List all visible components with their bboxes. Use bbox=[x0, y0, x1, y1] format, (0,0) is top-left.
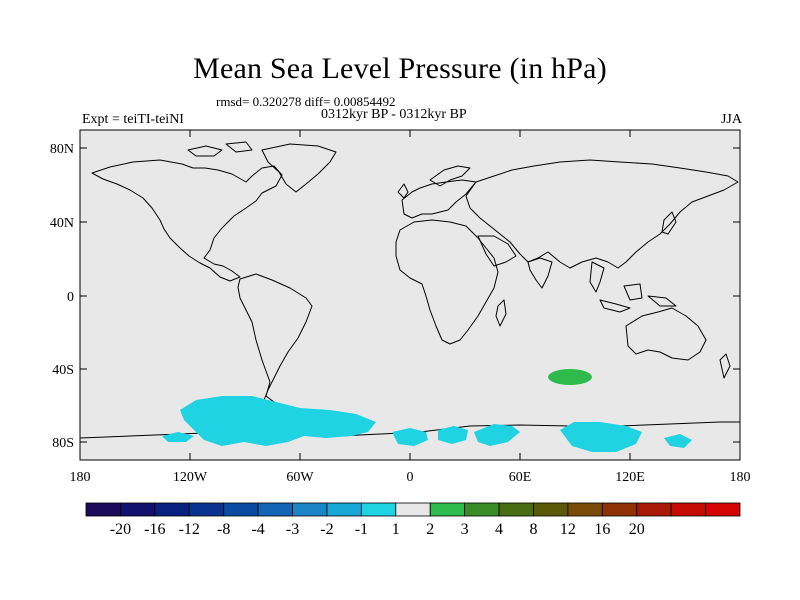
coast-arctic-islands bbox=[187, 141, 253, 157]
coast-indonesia bbox=[599, 283, 677, 313]
colorbar-swatch bbox=[85, 502, 121, 517]
colorbar-swatch bbox=[567, 502, 603, 517]
coast-scandinavia bbox=[429, 165, 471, 187]
colorbar-label: -8 bbox=[217, 521, 230, 538]
y-tick-label: 80S bbox=[52, 436, 74, 451]
coast-southeast-asia bbox=[589, 261, 605, 293]
y-tick-label: 40N bbox=[50, 216, 74, 231]
colorbar-swatch bbox=[601, 502, 638, 517]
colorbar-swatch bbox=[429, 502, 466, 517]
x-tick-label: 120E bbox=[615, 470, 645, 485]
colorbar-label: -4 bbox=[251, 521, 264, 538]
anomaly-patch-southern-pacific bbox=[180, 396, 376, 446]
experiment-label: Expt = teiTI-teiNI bbox=[82, 112, 184, 127]
coast-new-zealand bbox=[719, 353, 731, 379]
axes: 80N 40N 0 40S 80S 180 120W 60W 0 60E 120E 180 bbox=[50, 130, 751, 485]
colorbar-label: 1 bbox=[392, 521, 400, 538]
colorbar-label: -3 bbox=[286, 521, 299, 538]
period-line: 0312kyr BP - 0312kyr BP bbox=[321, 107, 467, 122]
season-label: JJA bbox=[720, 112, 742, 127]
colorbar-label: -12 bbox=[179, 521, 200, 538]
colorbar-label: -2 bbox=[320, 521, 333, 538]
colorbar-label: 3 bbox=[461, 521, 469, 538]
anomaly-patch-wilkes bbox=[560, 422, 642, 452]
colorbar-label: -20 bbox=[110, 521, 131, 538]
anomaly-patch-east-antarctic bbox=[474, 424, 520, 446]
anomaly-patches bbox=[162, 369, 692, 452]
colorbar-swatch bbox=[670, 502, 706, 517]
x-tick-label: 180 bbox=[70, 470, 91, 485]
colorbar-swatch bbox=[120, 502, 156, 517]
colorbar-swatch bbox=[188, 502, 225, 517]
colorbar-label: 12 bbox=[560, 521, 576, 538]
colorbar-label: 2 bbox=[426, 521, 434, 538]
coast-europe bbox=[401, 179, 477, 219]
stats-line: rmsd= 0.320278 diff= 0.00854492 bbox=[216, 94, 396, 109]
x-tick-label: 180 bbox=[730, 470, 751, 485]
coast-australia bbox=[625, 307, 707, 361]
colorbar-label: 20 bbox=[629, 521, 645, 538]
coast-north-america bbox=[91, 159, 283, 282]
x-tick-label: 60W bbox=[286, 470, 314, 485]
colorbar-swatch bbox=[360, 502, 397, 517]
colorbar-swatch bbox=[464, 502, 500, 517]
x-tick-label: 0 bbox=[407, 470, 414, 485]
colorbar-swatch bbox=[498, 502, 534, 517]
colorbar-swatch bbox=[395, 502, 431, 517]
colorbar-label: 4 bbox=[495, 521, 503, 538]
coast-japan bbox=[661, 211, 677, 235]
anomaly-patch-weddell bbox=[392, 428, 428, 446]
colorbar-label: 8 bbox=[529, 521, 537, 538]
x-tick-label: 120W bbox=[173, 470, 208, 485]
coast-greenland bbox=[261, 143, 337, 193]
anomaly-patch-ross-sea bbox=[162, 432, 194, 442]
coast-asia bbox=[465, 159, 739, 269]
colorbar-swatch bbox=[292, 502, 328, 517]
coast-madagascar bbox=[495, 299, 507, 327]
chart-title: Mean Sea Level Pressure (in hPa) bbox=[193, 52, 607, 85]
colorbar-swatch bbox=[533, 502, 569, 517]
x-tick-label: 60E bbox=[509, 470, 532, 485]
colorbar-swatch bbox=[154, 502, 190, 517]
y-tick-label: 40S bbox=[52, 363, 74, 378]
colorbar-swatch bbox=[636, 502, 672, 517]
y-tick-label: 80N bbox=[50, 142, 74, 157]
anomaly-patch-indian-south bbox=[438, 426, 468, 444]
anomaly-patch-positive-indian bbox=[548, 369, 592, 385]
colorbar-swatch bbox=[257, 502, 293, 517]
y-tick-label: 0 bbox=[67, 290, 74, 305]
colorbar-swatch bbox=[223, 502, 259, 517]
colorbar-label: -1 bbox=[355, 521, 368, 538]
coast-british-isles bbox=[397, 183, 409, 199]
coast-arabia bbox=[477, 235, 517, 267]
colorbar-label: -16 bbox=[144, 521, 165, 538]
colorbar-swatch bbox=[326, 502, 362, 517]
coast-south-america bbox=[237, 273, 313, 403]
colorbar-swatch bbox=[705, 502, 741, 517]
colorbar: -20 -16 -12 -8 -4 -3 -2 -1 1 2 3 4 8 12 16 20 bbox=[85, 502, 741, 538]
map-background bbox=[79, 129, 741, 461]
anomaly-patch-ross-east bbox=[664, 434, 692, 448]
coast-africa bbox=[395, 219, 499, 345]
colorbar-label: 16 bbox=[594, 521, 610, 538]
coast-india bbox=[527, 257, 553, 289]
